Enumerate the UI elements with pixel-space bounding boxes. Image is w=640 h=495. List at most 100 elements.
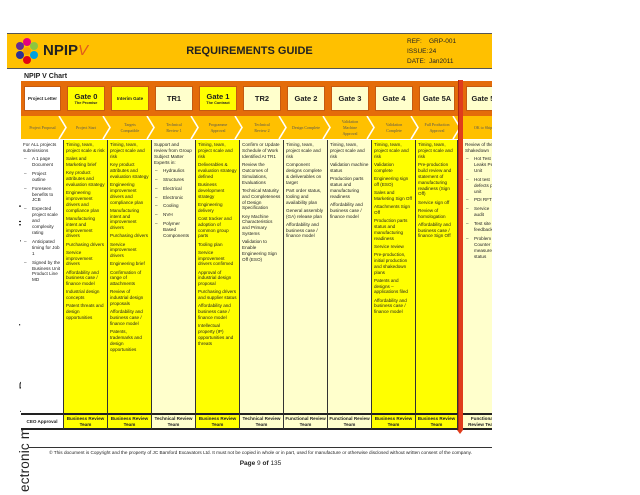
- stage-label: Programme Approval: [208, 121, 228, 133]
- gate-name: Project Letter: [27, 95, 57, 101]
- requirement-item: Patents, trademarks and design opportuni…: [110, 329, 142, 352]
- gate-name: Interim Gate: [116, 95, 144, 101]
- footer-rule: [29, 447, 492, 448]
- stage-arrow-band: [21, 116, 492, 139]
- requirement-bullet: NVH: [154, 212, 193, 218]
- requirement-item: Timing, team, project scale and risk: [286, 142, 321, 159]
- requirement-bullet: PDI RFT: [465, 197, 492, 203]
- stage-label: Targets Compatible: [120, 121, 140, 133]
- gate-column: Gate 5 OK to Ship Review of the Shakedown H…: [463, 81, 492, 431]
- requirement-item: Approval of industrial design proposal: [198, 269, 232, 287]
- divider-arrow-icon: [457, 430, 463, 434]
- gate-box: Gate 3: [331, 86, 369, 111]
- chart-name: NPIP V Chart: [24, 73, 68, 80]
- approval-body: Business Review Team: [108, 413, 152, 430]
- requirement-item: Pre-production, initial production and s…: [374, 251, 408, 275]
- gate-subtitle: The Promise: [74, 100, 98, 105]
- requirement-item: Purchasing drivers: [66, 241, 105, 247]
- chevron-right-icon: [58, 116, 67, 139]
- stage-label: Technical Review 1: [166, 121, 182, 133]
- requirement-item: Engineering sign off (ESO): [374, 175, 409, 187]
- requirement-item: Sales and Marketing Sign Off: [374, 189, 412, 201]
- gate-name: Gate 2: [294, 93, 318, 103]
- requirement-bullet: Project outline: [23, 171, 61, 183]
- requirements-list: Timing, team, project scale and risk Vali…: [372, 140, 416, 413]
- gate-box: Project Letter: [24, 86, 61, 111]
- npip-v-chart-table: Project Letter Project Proposal For ALL pr…: [21, 81, 492, 431]
- requirement-item: Confirmation of range of attachments: [110, 269, 142, 287]
- requirement-bullet: Service audit: [465, 206, 492, 218]
- gate-box: Gate 0 The Promise: [67, 86, 105, 111]
- requirement-item: Patent threats and design opportunities: [66, 303, 104, 321]
- requirement-item: Engineering improvement drivers and comp…: [110, 181, 144, 205]
- requirement-item: Attachments Sign Off: [374, 203, 411, 215]
- requirement-bullet: Hot Test Leaks Per Unit: [465, 156, 492, 174]
- requirement-intro: Support and review from Group Subject Ma…: [154, 142, 192, 165]
- requirement-bullet: Expected project scale and complexity ra…: [23, 206, 61, 236]
- requirement-bullet: Hydraulics: [154, 168, 193, 174]
- stage-label: Technical Review 2: [254, 121, 270, 133]
- requirements-list: For ALL projects submissions A 1 page Doc…: [21, 140, 64, 413]
- chevron-right-icon: [278, 116, 287, 139]
- requirement-item: Cost tracker and adoption of common grou…: [198, 215, 232, 239]
- page-title: REQUIREMENTS GUIDE: [186, 45, 313, 57]
- chevron-right-icon: [146, 116, 155, 139]
- requirement-bullet: Foreseen benefits to JCB: [23, 186, 61, 204]
- requirement-item: Sales and Marketing brief: [66, 156, 97, 167]
- requirement-item: Part order status, tooling and availabil…: [286, 187, 322, 205]
- requirement-item: Technical Maturity and Completeness of D…: [242, 187, 281, 211]
- requirement-item: Review of homologation: [418, 207, 446, 219]
- approval-body: Functional Review Team: [328, 413, 372, 430]
- requirement-item: Deliverables & evaluation strategy defin…: [198, 161, 237, 179]
- divider-marker: [458, 80, 463, 430]
- approval-body: Business Review Team: [372, 413, 416, 430]
- date-value: Jan2011: [429, 58, 454, 65]
- requirement-item: Timing, team, project scale and risk: [330, 142, 365, 159]
- gate-box: Gate 2: [287, 86, 325, 111]
- gate-box: Interim Gate: [111, 86, 149, 111]
- gate-subtitle: The Contract: [206, 100, 230, 105]
- requirement-item: Engineering brief: [110, 261, 145, 267]
- document-meta: REF: GRP-001 ISSUE:24 DATE: Jan2011: [407, 38, 457, 65]
- gate-box: Gate 5A: [419, 86, 455, 111]
- requirement-item: General assembly (GA) release plan: [286, 207, 324, 219]
- gate-name: Gate 3: [338, 93, 362, 103]
- gate-column: TR2 Technical Review 2 Confirm or Update S…: [240, 81, 287, 431]
- requirement-bullet: Polymer Based Components: [154, 221, 193, 239]
- requirement-item: Key product attributes and evaluation st…: [66, 170, 105, 187]
- requirement-item: Validation complete: [374, 161, 394, 173]
- requirements-list: Timing, team, project scale and risk Key …: [108, 140, 152, 413]
- requirement-bullet: Hot test defects per unit: [465, 177, 492, 195]
- approval-body: Business Review Team: [64, 413, 108, 430]
- gate-column: Interim Gate Targets Compatible Timing, te…: [108, 81, 155, 431]
- requirement-bullet: Electrical: [154, 186, 193, 192]
- requirements-list: Timing, team, project scale and risk Pre-…: [416, 140, 458, 413]
- requirement-item: Validation machine status: [330, 161, 369, 173]
- chevron-right-icon: [366, 116, 375, 139]
- requirement-item: Timing, team, project scale and risk: [418, 142, 453, 159]
- requirement-item: Service improvement drivers: [110, 241, 137, 259]
- requirement-item: Component designs complete & deliverable…: [286, 161, 322, 185]
- requirement-bullet: Test site feedback: [465, 221, 492, 233]
- chevron-right-icon: [190, 116, 199, 139]
- requirement-item: Timing, team, project scale and risk: [110, 142, 145, 159]
- requirement-bullet: Signed by the Business Unit Product Line…: [23, 260, 61, 284]
- requirement-bullet: A 1 page Document: [23, 156, 61, 168]
- requirement-item: Service improvement drivers confirmed: [198, 249, 234, 267]
- approval-body: Business Review Team: [196, 413, 240, 430]
- requirement-item: Purchasing drivers and supplier status: [198, 289, 237, 301]
- requirement-item: Production parts status and manufacturin…: [374, 217, 408, 241]
- requirement-bullet: Cooling: [154, 203, 193, 209]
- gate-name: TR2: [254, 93, 270, 103]
- approval-body: CEO Approval: [21, 413, 64, 430]
- stage-label: OK to Ship: [473, 124, 492, 130]
- document-header: NPIPV REQUIREMENTS GUIDE REF: GRP-001 ISS…: [7, 33, 492, 69]
- requirement-item: Engineering improvement drivers and comp…: [66, 189, 100, 213]
- requirement-item: Affordability and business case / financ…: [418, 221, 451, 239]
- requirement-item: Key product attributes and evaluation st…: [110, 161, 149, 179]
- requirements-list: Timing, team, project scale and risk Comp…: [284, 140, 328, 413]
- requirement-item: Engineering delivery: [198, 201, 223, 213]
- brand-name: NPIPV: [43, 42, 89, 59]
- requirement-item: Tooling plan: [198, 241, 223, 247]
- gate-column: Project Letter Project Proposal For ALL pr…: [21, 81, 67, 431]
